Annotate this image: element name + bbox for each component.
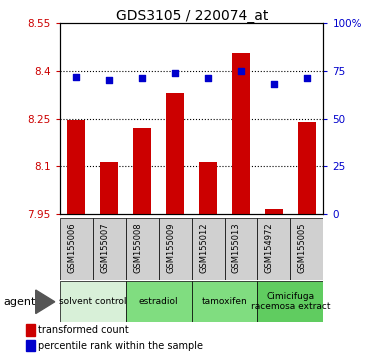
Bar [258, 218, 290, 280]
Bar [265, 210, 283, 214]
Bar [60, 281, 126, 322]
Bar [191, 218, 224, 280]
Bar [26, 340, 35, 352]
Text: GSM155013: GSM155013 [232, 223, 241, 273]
Point [238, 68, 244, 74]
Bar [290, 218, 323, 280]
Text: Cimicifuga
racemosa extract: Cimicifuga racemosa extract [251, 292, 330, 312]
Point [106, 78, 112, 83]
Bar [159, 218, 191, 280]
Bar [67, 120, 85, 214]
Bar [26, 324, 35, 336]
Bar [126, 218, 159, 280]
Point [172, 70, 178, 75]
Point [205, 76, 211, 81]
Text: GSM155007: GSM155007 [100, 223, 109, 273]
Text: GSM155012: GSM155012 [199, 223, 208, 273]
Text: transformed count: transformed count [38, 325, 129, 335]
Text: tamoxifen: tamoxifen [202, 297, 248, 306]
Text: GSM155008: GSM155008 [133, 223, 142, 273]
Bar [133, 128, 151, 214]
Bar [232, 53, 250, 214]
Polygon shape [36, 290, 55, 314]
Text: GSM155009: GSM155009 [166, 223, 175, 273]
Bar [199, 162, 217, 214]
Bar [224, 218, 258, 280]
Text: estradiol: estradiol [139, 297, 178, 306]
Text: GSM155006: GSM155006 [67, 223, 76, 273]
Bar [166, 93, 184, 214]
Bar [191, 281, 258, 322]
Point [271, 81, 277, 87]
Point [139, 76, 145, 81]
Text: GSM155005: GSM155005 [298, 223, 307, 273]
Bar [60, 218, 93, 280]
Text: solvent control: solvent control [59, 297, 126, 306]
Bar [298, 122, 316, 214]
Bar [100, 162, 118, 214]
Text: agent: agent [4, 297, 36, 307]
Bar [258, 281, 323, 322]
Point [304, 76, 310, 81]
Text: GSM154972: GSM154972 [265, 223, 274, 273]
Point [73, 74, 79, 79]
Bar [93, 218, 126, 280]
Bar [126, 281, 191, 322]
Text: percentile rank within the sample: percentile rank within the sample [38, 341, 203, 351]
Text: GDS3105 / 220074_at: GDS3105 / 220074_at [116, 9, 269, 23]
